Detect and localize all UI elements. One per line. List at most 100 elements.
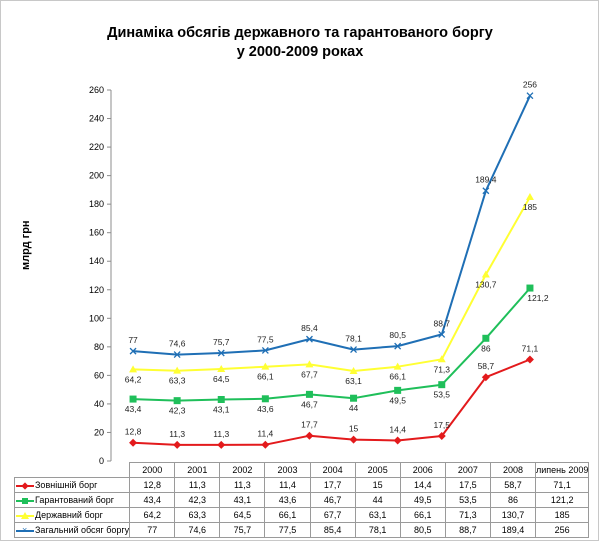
data-point-s3-7 bbox=[438, 330, 446, 338]
table-cell: 189,4 bbox=[489, 522, 537, 538]
table-cell: 75,7 bbox=[219, 522, 266, 538]
chart-title-line-1: Динаміка обсягів державного та гарантова… bbox=[107, 25, 493, 41]
chart-title: Динаміка обсягів державного та гарантова… bbox=[0, 24, 600, 62]
table-cell: 53,5 bbox=[444, 492, 491, 508]
data-label-s1-7: 53,5 bbox=[433, 390, 450, 400]
legend-entry: Державний борг bbox=[13, 507, 131, 523]
series-line-0 bbox=[133, 358, 531, 446]
data-label-s0-7: 17,5 bbox=[433, 420, 450, 430]
data-point-s0-9 bbox=[525, 355, 534, 364]
legend-label: Державний борг bbox=[35, 509, 103, 520]
data-point-s0-3 bbox=[261, 440, 270, 449]
data-label-s2-8: 130,7 bbox=[475, 280, 497, 290]
data-label-s3-7: 88,7 bbox=[433, 318, 450, 328]
data-point-s0-2 bbox=[217, 440, 226, 449]
data-label-s1-9: 121,2 bbox=[527, 293, 549, 303]
table-cell: 43,1 bbox=[219, 492, 266, 508]
x-tick-label: 2008 bbox=[489, 462, 537, 478]
data-label-s0-5: 15 bbox=[349, 424, 359, 434]
chart-title-line-2: у 2000-2009 роках bbox=[236, 44, 364, 60]
data-label-s0-8: 58,7 bbox=[478, 361, 495, 371]
data-point-s1-4 bbox=[305, 390, 313, 398]
data-point-s2-2 bbox=[217, 364, 226, 372]
data-point-s3-1 bbox=[173, 351, 181, 359]
data-label-s0-0: 12,8 bbox=[125, 427, 142, 437]
table-corner-cell bbox=[14, 462, 131, 478]
data-label-s2-6: 66,1 bbox=[389, 372, 406, 382]
legend-key-icon bbox=[16, 481, 34, 490]
data-label-s0-2: 11,3 bbox=[213, 429, 229, 439]
table-row: × Загальний обсяг боргу 77 74,6 75,7 77,5 85,4… bbox=[13, 522, 590, 538]
data-point-s1-0 bbox=[129, 395, 137, 403]
table-cell: 121,2 bbox=[535, 492, 590, 508]
data-point-s0-1 bbox=[173, 440, 182, 449]
data-point-s3-6 bbox=[394, 342, 402, 350]
legend-key-icon bbox=[16, 511, 34, 520]
data-label-s0-3: 11,4 bbox=[257, 429, 273, 439]
data-label-s0-4: 17,7 bbox=[301, 420, 318, 430]
data-point-s2-9 bbox=[525, 193, 534, 201]
data-point-s1-5 bbox=[350, 394, 358, 402]
y-tick-label: 120 bbox=[89, 285, 104, 295]
table-cell: 44 bbox=[354, 492, 401, 508]
data-label-s3-1: 74,6 bbox=[169, 339, 186, 349]
data-label-s2-4: 67,7 bbox=[301, 369, 318, 379]
data-label-s3-6: 80,5 bbox=[389, 330, 406, 340]
data-point-s1-1 bbox=[173, 397, 181, 405]
y-tick-label: 20 bbox=[94, 427, 104, 437]
data-point-s2-3 bbox=[261, 362, 270, 370]
data-label-s1-4: 46,7 bbox=[301, 399, 318, 409]
legend-label: Загальний обсяг боргу bbox=[35, 524, 130, 535]
y-tick-label: 240 bbox=[89, 114, 104, 124]
table-cell: 185 bbox=[535, 507, 590, 523]
data-point-s3-4 bbox=[305, 335, 313, 343]
legend-key-icon: × bbox=[16, 526, 34, 535]
table-cell: 71,3 bbox=[444, 507, 491, 523]
data-label-s1-6: 49,5 bbox=[389, 395, 406, 405]
data-point-s2-4 bbox=[305, 360, 314, 368]
table-cell: 12,8 bbox=[129, 477, 176, 493]
table-cell: 11,3 bbox=[174, 477, 221, 493]
table-cell: 77 bbox=[129, 522, 176, 538]
data-label-s2-0: 64,2 bbox=[125, 374, 142, 384]
data-point-s2-0 bbox=[129, 365, 138, 373]
table-cell: 86 bbox=[489, 492, 537, 508]
table-cell: 15 bbox=[354, 477, 401, 493]
table-cell: 64,2 bbox=[129, 507, 176, 523]
data-label-s3-5: 78,1 bbox=[345, 334, 362, 344]
data-point-s3-9 bbox=[526, 92, 534, 100]
data-point-s2-5 bbox=[349, 366, 358, 374]
data-point-s2-6 bbox=[393, 362, 402, 370]
y-tick-label: 140 bbox=[89, 256, 104, 266]
legend-label: Зовнішній борг bbox=[35, 479, 98, 490]
table-cell: 85,4 bbox=[309, 522, 356, 538]
legend-label: Гарантований борг bbox=[35, 494, 115, 505]
data-label-s1-8: 86 bbox=[481, 343, 491, 353]
data-point-s1-9 bbox=[526, 284, 534, 292]
legend-entry: Гарантований борг bbox=[13, 492, 131, 508]
y-tick-label: 200 bbox=[89, 171, 104, 181]
data-point-s1-6 bbox=[394, 386, 402, 394]
table-cell: 17,5 bbox=[444, 477, 491, 493]
data-point-s1-7 bbox=[438, 381, 446, 389]
x-tick-label: липень 2009 bbox=[535, 462, 590, 478]
table-row: Державний борг 64,2 63,3 64,5 66,1 67,7 63,1 66… bbox=[13, 507, 590, 523]
table-cell: 78,1 bbox=[354, 522, 401, 538]
y-tick-label: 180 bbox=[89, 199, 104, 209]
table-cell: 11,4 bbox=[264, 477, 311, 493]
table-cell: 46,7 bbox=[309, 492, 356, 508]
table-cell: 17,7 bbox=[309, 477, 356, 493]
data-point-s3-2 bbox=[217, 349, 225, 357]
data-label-s1-3: 43,6 bbox=[257, 404, 274, 414]
data-point-s2-8 bbox=[481, 270, 490, 278]
data-label-s2-3: 66,1 bbox=[257, 372, 274, 382]
data-label-s1-2: 43,1 bbox=[213, 404, 230, 414]
data-label-s3-0: 77 bbox=[128, 335, 138, 345]
legend-key-icon bbox=[16, 496, 34, 505]
series-line-2 bbox=[133, 196, 531, 372]
data-point-s3-8 bbox=[482, 187, 490, 195]
table-row: Зовнішній борг 12,8 11,3 11,3 11,4 17,7 15 14,4… bbox=[13, 477, 590, 493]
data-point-s3-0 bbox=[129, 347, 137, 355]
